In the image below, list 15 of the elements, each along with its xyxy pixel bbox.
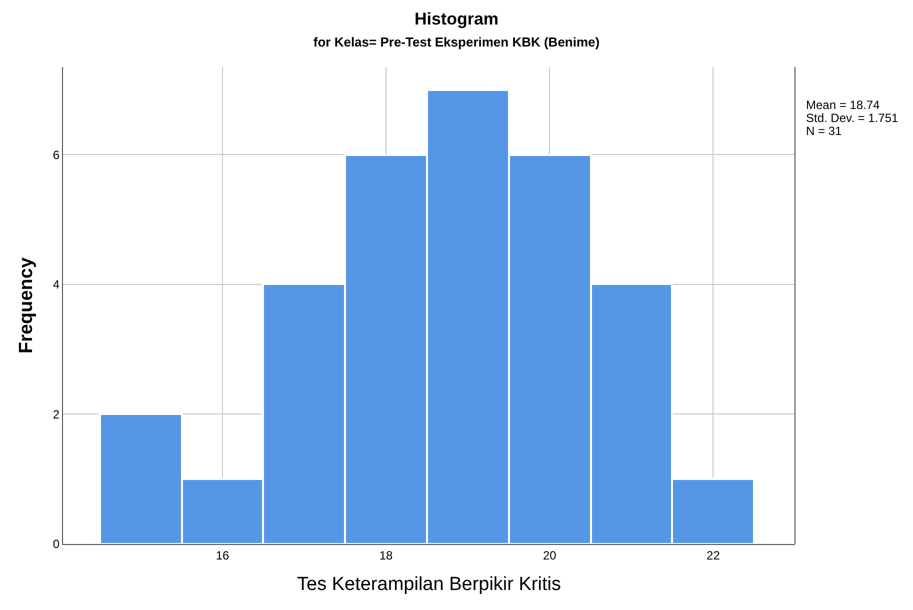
y-tick-label: 6 [52,148,60,162]
x-tick-label: 22 [706,548,720,562]
x-tick-label: 16 [216,548,230,562]
y-tick-label: 4 [52,278,60,292]
text: N = 31 [806,124,842,138]
x-tick-label: 20 [542,548,557,562]
chart-title: Histogram [414,9,499,28]
y-axis-title: Frequency [16,257,37,354]
text: Std. Dev. = 1.751 [806,111,898,125]
y-tick-label: 2 [52,407,60,422]
x-axis-title: Tes Keterampilan Berpikir Kritis [297,574,561,596]
y-tick-label: 0 [52,537,60,552]
text: Mean = 18.74 [806,98,880,112]
x-tick-label: 18 [379,548,394,562]
chart-subtitle: for Kelas= Pre-Test Eksperimen KBK (Benime) [313,34,600,50]
